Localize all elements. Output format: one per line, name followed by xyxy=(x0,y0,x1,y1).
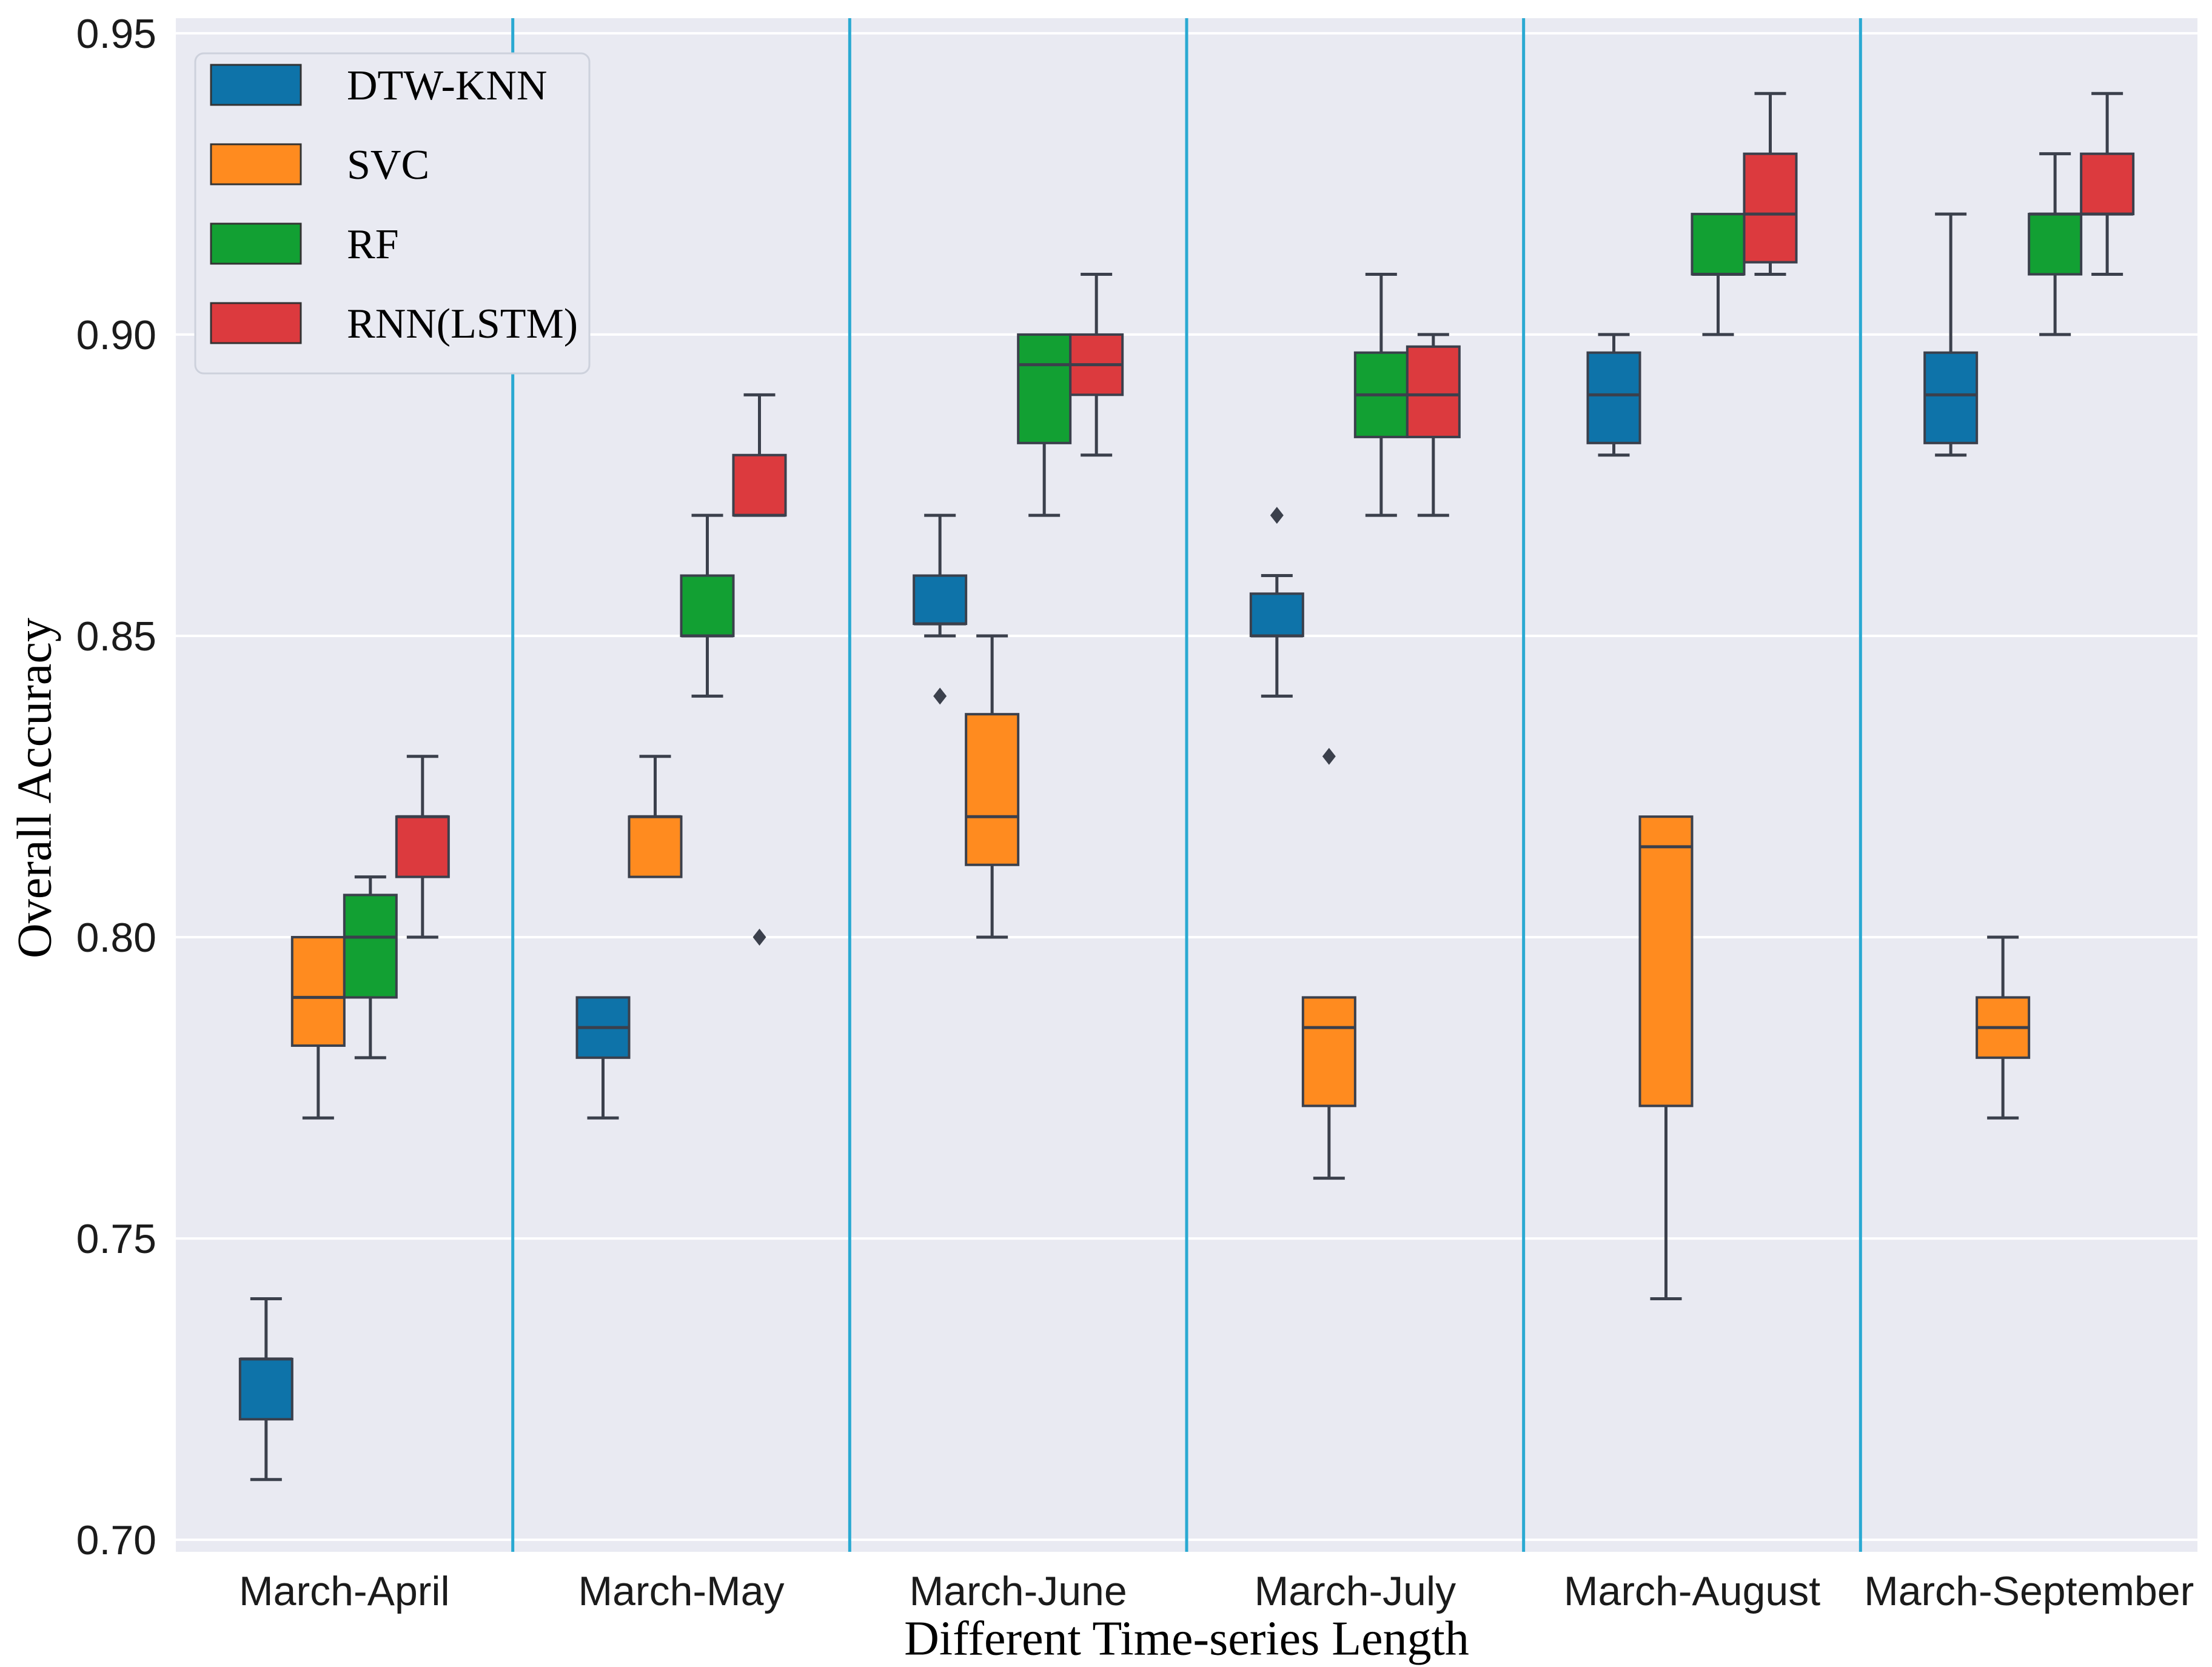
iqr-box xyxy=(1586,351,1641,444)
x-tick-label: March-August xyxy=(1564,1568,1820,1614)
box-RNN(LSTM)-March-August xyxy=(1743,92,1798,276)
box-DTW-KNN-March-July xyxy=(1249,507,1304,698)
box-SVC-March-May xyxy=(628,755,683,878)
box-SVC-March-July xyxy=(1301,747,1356,1180)
box-RF-March-August xyxy=(1691,213,1746,336)
iqr-box xyxy=(1406,345,1461,438)
outlier-marker xyxy=(1322,747,1336,765)
x-tick-label: March-May xyxy=(578,1568,784,1614)
box-RNN(LSTM)-March-June xyxy=(1069,272,1124,457)
iqr-box xyxy=(732,453,787,517)
iqr-box xyxy=(1923,351,1979,444)
iqr-box xyxy=(1743,152,1798,264)
box-RNN(LSTM)-March-April xyxy=(395,755,450,939)
y-tick-label: 0.80 xyxy=(76,915,156,961)
iqr-box xyxy=(1691,213,1746,276)
iqr-box xyxy=(2028,213,2083,276)
box-SVC-March-August xyxy=(1638,815,1694,1300)
box-RNN(LSTM)-March-July xyxy=(1406,333,1461,517)
iqr-box xyxy=(913,574,968,626)
box-RF-March-September xyxy=(2028,152,2083,336)
iqr-box xyxy=(965,713,1020,866)
x-axis-title: Different Time-series Length xyxy=(904,1612,1469,1666)
iqr-box xyxy=(1017,333,1072,444)
box-SVC-March-September xyxy=(1976,935,2031,1120)
box-DTW-KNN-March-September xyxy=(1923,212,1979,457)
x-tick-label: March-April xyxy=(239,1568,450,1614)
legend-label: SVC xyxy=(347,142,429,189)
legend: DTW-KNN SVC RF RNN(LSTM) xyxy=(194,52,591,375)
iqr-box xyxy=(238,1357,293,1421)
legend-swatch xyxy=(210,222,302,265)
legend-swatch xyxy=(210,302,302,344)
box-RNN(LSTM)-March-May xyxy=(732,393,787,946)
box-SVC-March-June xyxy=(965,634,1020,939)
box-RF-March-April xyxy=(343,875,398,1060)
box-DTW-KNN-March-May xyxy=(575,996,631,1120)
legend-swatch xyxy=(210,64,302,106)
iqr-box xyxy=(1301,996,1356,1107)
box-DTW-KNN-March-April xyxy=(238,1297,293,1482)
box-DTW-KNN-March-August xyxy=(1586,333,1641,457)
legend-label: RF xyxy=(347,221,399,268)
box-RF-March-July xyxy=(1353,272,1409,517)
outlier-marker xyxy=(752,929,766,946)
legend-label: RNN(LSTM) xyxy=(347,301,578,347)
legend-item-SVC: SVC xyxy=(210,142,429,189)
iqr-box xyxy=(680,574,735,637)
outlier-marker xyxy=(933,687,947,705)
x-tick-label: March-September xyxy=(1864,1568,2194,1614)
y-tick-label: 0.75 xyxy=(76,1216,156,1262)
iqr-box xyxy=(1638,815,1694,1107)
box-DTW-KNN-March-June xyxy=(913,513,968,705)
legend-item-RF: RF xyxy=(210,221,399,268)
y-tick-label: 0.85 xyxy=(76,613,156,660)
iqr-box xyxy=(1249,592,1304,637)
legend-item-RNN(LSTM): RNN(LSTM) xyxy=(210,301,578,347)
legend-frame xyxy=(194,52,591,375)
y-tick-label: 0.70 xyxy=(76,1517,156,1563)
iqr-box xyxy=(290,936,346,1047)
iqr-box xyxy=(343,894,398,999)
iqr-box xyxy=(395,815,450,878)
box-RNN(LSTM)-March-September xyxy=(2080,92,2135,276)
y-axis-title: Overall Accuracy xyxy=(8,618,62,958)
x-tick-label: March-July xyxy=(1255,1568,1456,1614)
y-tick-label: 0.95 xyxy=(76,11,156,57)
x-tick-label: March-June xyxy=(910,1568,1127,1614)
legend-item-DTW-KNN: DTW-KNN xyxy=(210,62,547,109)
legend-label: DTW-KNN xyxy=(347,62,547,109)
iqr-box xyxy=(628,815,683,878)
y-tick-label: 0.90 xyxy=(76,312,156,358)
iqr-box xyxy=(2080,152,2135,216)
box-RF-March-May xyxy=(680,513,735,698)
outlier-marker xyxy=(1270,507,1284,524)
legend-swatch xyxy=(210,143,302,185)
